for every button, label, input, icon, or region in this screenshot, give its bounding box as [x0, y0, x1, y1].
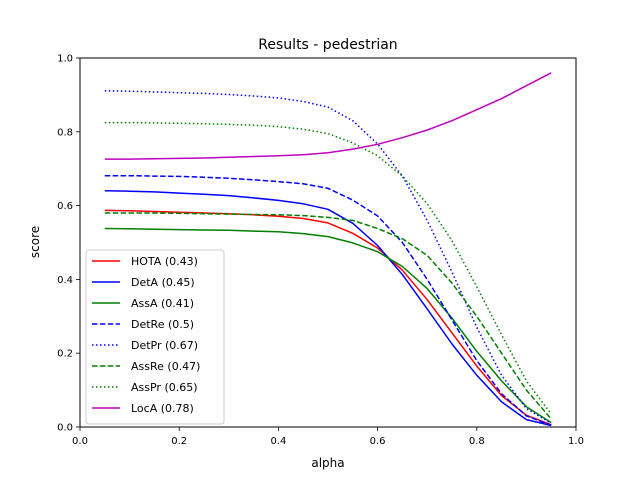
legend: HOTA (0.43) DetA (0.45) AssA (0.41) DetRe (… [85, 249, 225, 425]
series-line [104, 212, 552, 420]
series-line [104, 174, 552, 426]
legend-label: DetA (0.45) [131, 276, 195, 289]
legend-label: LocA (0.78) [131, 402, 194, 415]
y-tick-label: 0.0 [57, 423, 73, 434]
y-tick-label: 1.0 [57, 54, 73, 65]
series-line [104, 227, 552, 424]
x-tick-label: 0.6 [370, 436, 386, 447]
x-tick-label: 0.8 [469, 436, 485, 447]
x-tick-label: 0.0 [72, 436, 88, 447]
legend-label: DetRe (0.5) [131, 318, 194, 331]
legend-label: AssA (0.41) [131, 297, 194, 310]
series-line [104, 209, 552, 426]
legend-label: AssRe (0.47) [131, 360, 200, 373]
x-axis-label: alpha [311, 456, 344, 470]
y-tick-label: 0.2 [57, 349, 73, 360]
legend-label: HOTA (0.43) [131, 255, 198, 268]
legend-box [85, 249, 225, 425]
series-line [104, 121, 552, 415]
series-line [104, 72, 552, 160]
plot-lines [104, 72, 552, 427]
x-tick-label: 0.4 [270, 436, 286, 447]
axes: 0.0 0.2 0.4 0.6 0.8 1.0 0.0 0.2 0.4 0.6 0.8 1.0 [57, 54, 584, 448]
x-tick-label: 0.2 [171, 436, 187, 447]
series-line [104, 190, 552, 427]
x-tick-label: 1.0 [568, 436, 584, 447]
y-axis-label: score [28, 226, 42, 258]
legend-label: DetPr (0.67) [131, 339, 198, 352]
plot-frame [79, 57, 577, 428]
series-line [104, 90, 552, 424]
legend-label: AssPr (0.65) [131, 381, 198, 394]
y-tick-label: 0.6 [57, 201, 73, 212]
chart-title: Results - pedestrian [258, 37, 397, 53]
y-tick-label: 0.8 [57, 127, 73, 138]
y-tick-label: 0.4 [57, 275, 73, 286]
